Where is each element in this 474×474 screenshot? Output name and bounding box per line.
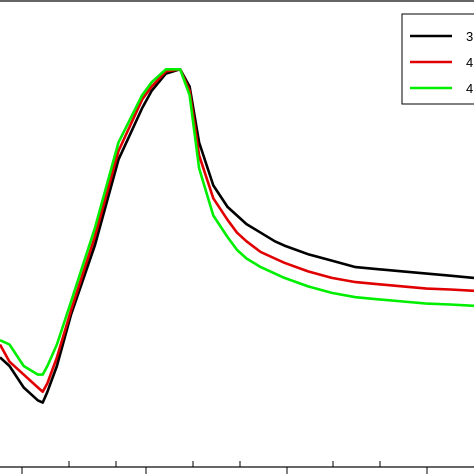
legend-label-3: 4 (466, 81, 473, 96)
x-axis-ticks (21, 461, 428, 474)
series-line-2 (0, 68, 474, 394)
series-line-3 (0, 68, 474, 376)
legend-label-1: 3 (466, 29, 473, 44)
series-line-1 (0, 68, 474, 404)
series-layer (0, 68, 474, 404)
legend-box (401, 13, 474, 105)
legend-label-2: 4 (466, 55, 473, 70)
legend: 3 4 4 (401, 13, 474, 105)
